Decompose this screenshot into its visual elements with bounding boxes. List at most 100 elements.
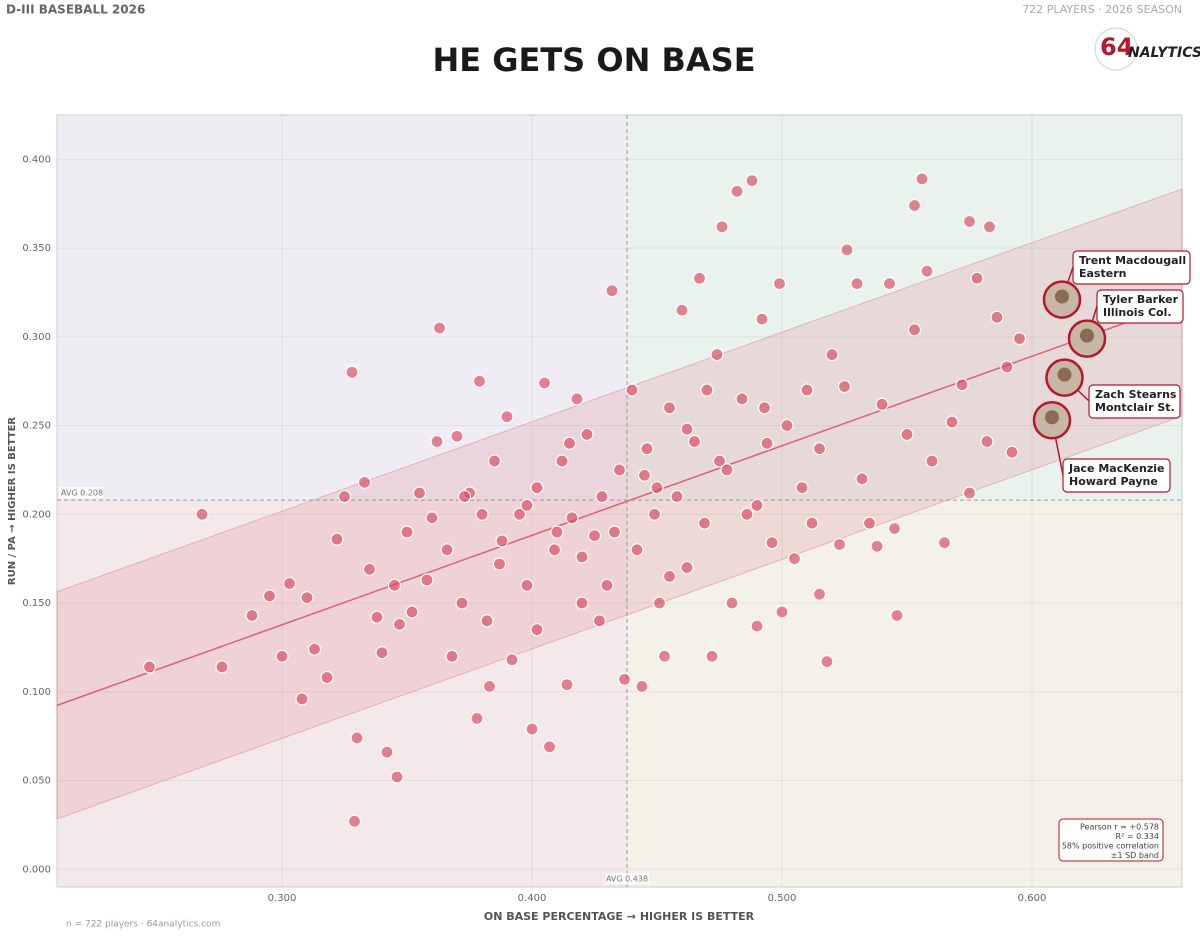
point [937, 536, 952, 550]
y-tick-label: 0.300 [22, 332, 51, 343]
player-name: Zach Stearns [1095, 388, 1177, 401]
point [562, 436, 577, 450]
point [720, 463, 734, 477]
point [357, 475, 372, 489]
point [675, 303, 689, 317]
point [530, 623, 544, 637]
plot-frame [56, 114, 1183, 888]
quadrant [57, 115, 627, 501]
point [455, 596, 469, 610]
logo-ring [1094, 27, 1138, 71]
point [612, 463, 627, 477]
avg-label-bg [59, 487, 103, 499]
point [142, 660, 157, 674]
point [547, 543, 562, 557]
point [262, 589, 277, 603]
point [740, 507, 754, 521]
point [882, 276, 897, 291]
point [745, 174, 759, 188]
point [650, 481, 664, 495]
point [320, 670, 334, 685]
player-label-box [1072, 250, 1191, 285]
point [735, 392, 749, 406]
point [962, 486, 977, 500]
point [955, 378, 969, 392]
point [755, 312, 769, 326]
avatar-head [1057, 367, 1072, 382]
point [482, 679, 497, 694]
point [780, 418, 794, 433]
point [982, 220, 997, 234]
point [832, 537, 847, 552]
point [215, 660, 229, 674]
point [370, 610, 384, 624]
y-tick-label: 0.000 [22, 864, 51, 875]
point [990, 310, 1004, 324]
avatar-head [1080, 328, 1094, 343]
player-label-box [1062, 458, 1171, 493]
point [520, 578, 534, 592]
point [812, 442, 827, 456]
player-label-box [1088, 384, 1181, 419]
point [757, 401, 772, 415]
point [662, 569, 677, 584]
point [812, 587, 827, 601]
player-name: Jace MacKenzie [1068, 462, 1164, 475]
point [362, 562, 377, 576]
point [487, 454, 502, 468]
point [445, 649, 459, 663]
point [347, 814, 362, 828]
quadrant [57, 500, 627, 887]
point [887, 521, 902, 536]
point [570, 392, 584, 406]
point [697, 516, 712, 530]
footer: n = 722 players · 64analytics.com [66, 920, 220, 930]
point [575, 596, 589, 610]
avg-label: AVG 0.438 [606, 875, 648, 884]
point [652, 596, 667, 610]
point [390, 770, 404, 784]
point [587, 529, 602, 543]
point [605, 284, 619, 298]
stats-line: R² = 0.334 [1116, 832, 1159, 841]
logo-number: 64 [1100, 33, 1133, 61]
point [330, 532, 344, 546]
point [392, 617, 407, 631]
point [647, 507, 662, 521]
y-tick-label: 0.150 [22, 598, 51, 609]
point [820, 655, 834, 669]
point [730, 184, 744, 198]
point [980, 434, 994, 449]
point [750, 619, 764, 633]
point [420, 573, 434, 587]
point [725, 596, 739, 610]
x-tick-label: 0.300 [268, 893, 297, 904]
stats-line: 58% positive correlation [1062, 842, 1159, 851]
point [900, 427, 914, 442]
point [282, 576, 297, 591]
point [692, 271, 707, 285]
point [1005, 445, 1019, 459]
point [307, 642, 322, 656]
point [475, 507, 489, 521]
point [245, 608, 259, 623]
header-right: 722 PLAYERS · 2026 SEASON [1022, 3, 1182, 16]
point [705, 649, 719, 663]
point [425, 511, 439, 525]
point [412, 486, 427, 500]
player-label-box [1096, 289, 1184, 324]
point [837, 379, 852, 394]
point [450, 429, 464, 443]
point [432, 321, 447, 335]
stats-line: ±1 SD band [1111, 851, 1159, 860]
point [595, 489, 609, 504]
player-team: Illinois Col. [1103, 306, 1172, 319]
point [775, 605, 789, 619]
point [430, 434, 444, 449]
point [712, 454, 727, 468]
point [787, 552, 802, 566]
point [710, 347, 724, 362]
y-tick-label: 0.250 [22, 421, 51, 432]
avg-label: AVG 0.208 [61, 489, 103, 498]
